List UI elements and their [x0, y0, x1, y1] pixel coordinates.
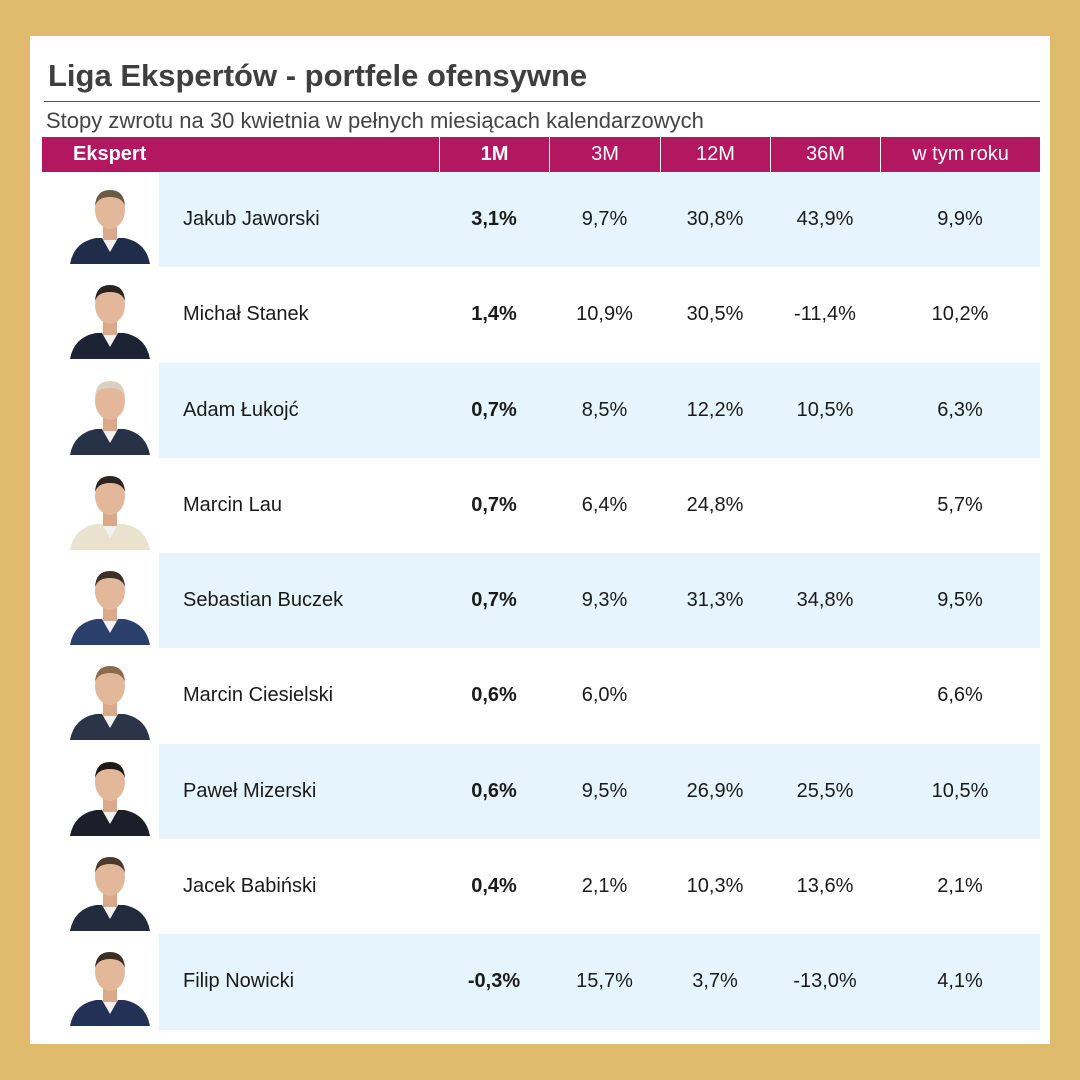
table-row: Sebastian Buczek 0,7% 9,3% 31,3% 34,8% 9,5%: [42, 553, 1040, 649]
return-3m: 6,0%: [581, 684, 628, 707]
table-row: Marcin Lau 0,7% 6,4% 24,8% 5,7%: [42, 458, 1040, 553]
avatar: [70, 190, 150, 264]
return-36m: [770, 458, 880, 553]
return-36m: -11,4%: [794, 303, 856, 326]
table-row: Jacek Babiński 0,4% 2,1% 10,3% 13,6% 2,1%: [42, 839, 1040, 934]
table-row: Michał Stanek 1,4% 10,9% 30,5% -11,4% 10,2%: [42, 267, 1040, 362]
expert-name: Marcin Ciesielski: [183, 684, 334, 707]
return-36m: [770, 648, 880, 743]
row-band: [159, 934, 1040, 1030]
table-header: Ekspert 1M 3M 12M 36M w tym roku: [42, 137, 1040, 172]
return-12m: 24,8%: [686, 493, 744, 516]
return-ytd: 5,7%: [937, 493, 983, 516]
return-3m: 15,7%: [576, 970, 633, 993]
avatar: [70, 475, 150, 550]
table-row: Adam Łukojć 0,7% 8,5% 12,2% 10,5% 6,3%: [42, 362, 1040, 458]
return-3m: 9,5%: [581, 779, 628, 802]
return-36m: -13,0%: [793, 970, 857, 993]
expert-name: Paweł Mizerski: [183, 779, 317, 802]
table-row: Paweł Mizerski 0,6% 9,5% 26,9% 25,5% 10,5%: [42, 743, 1040, 840]
row-band: [159, 553, 1040, 649]
expert-name: Sebastian Buczek: [183, 589, 344, 612]
expert-name: Jacek Babiński: [183, 875, 317, 898]
header-12m: 12M: [660, 137, 770, 172]
return-12m: 3,7%: [692, 970, 738, 993]
avatar: [70, 666, 150, 741]
return-3m: 8,5%: [581, 398, 628, 421]
return-1m: 1,4%: [471, 303, 517, 326]
avatar: [70, 285, 150, 360]
return-1m: 0,7%: [471, 589, 517, 612]
return-1m: -0,3%: [467, 970, 521, 993]
header-36m: 36M: [770, 137, 880, 172]
return-ytd: 9,5%: [937, 589, 983, 612]
expert-name: Marcin Lau: [183, 493, 282, 516]
return-12m: 31,3%: [686, 589, 744, 612]
page-subtitle: Stopy zwrotu na 30 kwietnia w pełnych mi…: [46, 108, 704, 133]
page-title: Liga Ekspertów - portfele ofensywne: [48, 58, 588, 93]
return-1m: 0,7%: [471, 398, 517, 421]
return-ytd: 6,3%: [937, 398, 983, 421]
return-12m: 10,3%: [686, 875, 744, 898]
return-3m: 2,1%: [581, 875, 628, 898]
return-ytd: 6,6%: [937, 684, 983, 707]
header-3m: 3M: [549, 137, 660, 172]
return-12m: 30,8%: [686, 208, 744, 230]
returns-table: Ekspert 1M 3M 12M 36M w tym roku Jakub J…: [42, 137, 1040, 1030]
return-ytd: 2,1%: [937, 875, 983, 898]
table-row: Marcin Ciesielski 0,6% 6,0% 6,6%: [42, 648, 1040, 743]
row-band: [159, 172, 1040, 268]
return-ytd: 10,5%: [931, 779, 989, 802]
expert-name: Adam Łukojć: [183, 398, 299, 421]
return-36m: 10,5%: [796, 398, 854, 421]
table-row: Jakub Jaworski 3,1% 9,7% 30,8% 43,9% 9,9%: [42, 172, 1040, 268]
table-card: Liga Ekspertów - portfele ofensywne Stop…: [30, 36, 1050, 1044]
expert-name: Filip Nowicki: [183, 970, 295, 993]
table-row: Filip Nowicki -0,3% 15,7% 3,7% -13,0% 4,1%: [42, 934, 1040, 1030]
expert-name: Jakub Jaworski: [183, 208, 320, 230]
return-36m: 13,6%: [796, 875, 854, 898]
return-ytd: 10,2%: [931, 303, 989, 326]
return-36m: 43,9%: [796, 208, 854, 230]
return-1m: 0,4%: [471, 875, 517, 898]
avatar: [70, 761, 150, 836]
return-36m: 34,8%: [796, 589, 854, 612]
return-1m: 0,7%: [471, 493, 517, 516]
return-3m: 10,9%: [576, 303, 633, 326]
return-3m: 6,4%: [581, 493, 628, 516]
title-divider: [44, 101, 1040, 102]
expert-name: Michał Stanek: [183, 303, 309, 326]
row-band: [159, 362, 1040, 458]
table-body: Jakub Jaworski 3,1% 9,7% 30,8% 43,9% 9,9% Mich…: [42, 172, 1040, 1030]
return-3m: 9,3%: [581, 589, 628, 612]
return-ytd: 4,1%: [937, 970, 983, 993]
return-1m: 3,1%: [471, 208, 517, 230]
return-ytd: 9,9%: [937, 208, 983, 230]
return-36m: 25,5%: [796, 779, 854, 802]
avatar: [70, 380, 150, 455]
return-1m: 0,6%: [471, 779, 517, 802]
return-12m: 12,2%: [686, 398, 744, 421]
avatar: [70, 571, 150, 646]
return-12m: 26,9%: [686, 779, 744, 802]
return-3m: 9,7%: [581, 208, 628, 230]
row-band: [159, 743, 1040, 840]
header-1m: 1M: [439, 137, 549, 172]
header-ytd: w tym roku: [880, 137, 1040, 172]
return-12m: 30,5%: [686, 303, 744, 326]
return-1m: 0,6%: [471, 684, 517, 707]
return-12m: [660, 648, 770, 743]
avatar: [70, 857, 150, 932]
avatar: [70, 952, 150, 1027]
header-expert: Ekspert: [73, 143, 147, 165]
